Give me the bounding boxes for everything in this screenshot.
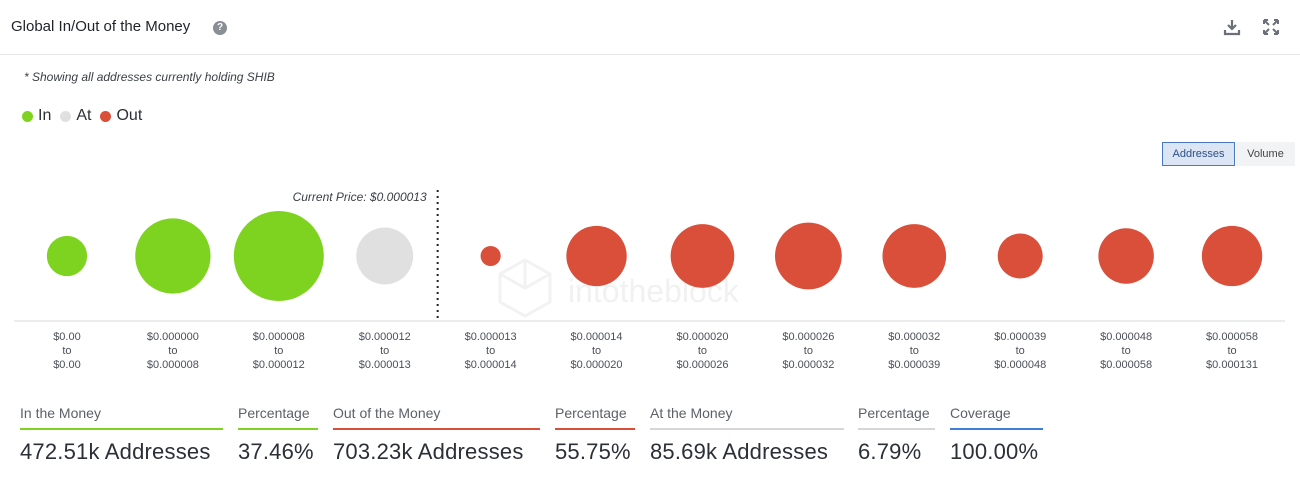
bubble-out <box>775 222 842 290</box>
download-icon[interactable] <box>1222 17 1242 37</box>
tick-label: $0.000048 <box>994 359 1046 371</box>
tick-label: $0.000032 <box>888 331 940 343</box>
tick-label: $0.000012 <box>253 359 305 371</box>
chart-legend: In At Out <box>22 107 151 125</box>
bubble-out <box>997 233 1043 279</box>
tick-label: $0.00 <box>53 331 81 343</box>
addresses-toggle-button[interactable]: Addresses <box>1162 142 1235 166</box>
tick-label: $0.000020 <box>571 359 623 371</box>
stat-value: 100.00% <box>950 439 1039 464</box>
tick-label: to <box>486 345 495 357</box>
bubble-out <box>1201 225 1263 287</box>
legend-label-out: Out <box>116 107 143 124</box>
stat-label: Coverage <box>950 405 1043 430</box>
tick-label: to <box>1122 345 1131 357</box>
stat-label: Percentage <box>238 405 318 430</box>
tick-label: $0.000039 <box>888 359 940 371</box>
holding-note: * Showing all addresses currently holdin… <box>24 70 275 84</box>
stat-coverage: Coverage 100.00% <box>950 405 1043 465</box>
bubble-out <box>480 245 501 267</box>
tick-label: $0.000131 <box>1206 359 1258 371</box>
tick-label: $0.000014 <box>465 359 517 371</box>
stat-value: 703.23k Addresses <box>333 439 524 464</box>
stat-at-the-money: At the Money 85.69k Addresses <box>650 405 844 465</box>
tick-label: $0.000014 <box>571 331 623 343</box>
stat-out-of-the-money: Out of the Money 703.23k Addresses <box>333 405 540 465</box>
tick-label: $0.000012 <box>359 331 411 343</box>
tick-label: to <box>804 345 813 357</box>
stat-label: Percentage <box>555 405 635 430</box>
bubble-at <box>356 227 414 285</box>
stat-value: 37.46% <box>238 439 314 464</box>
current-price-label: Current Price: $0.000013 <box>293 190 427 204</box>
volume-toggle-button[interactable]: Volume <box>1236 142 1295 166</box>
tick-label: $0.00 <box>53 359 81 371</box>
tick-label: $0.000026 <box>676 359 728 371</box>
tick-label: to <box>698 345 707 357</box>
stat-label: In the Money <box>20 405 223 430</box>
tick-label: to <box>168 345 177 357</box>
panel-title: Global In/Out of the Money <box>11 18 191 35</box>
stat-value: 85.69k Addresses <box>650 439 829 464</box>
tick-label: $0.000013 <box>359 359 411 371</box>
stat-out-percentage: Percentage 55.75% <box>555 405 635 465</box>
tick-label: to <box>62 345 71 357</box>
tick-label: $0.000058 <box>1206 331 1258 343</box>
bubble-in <box>233 211 324 301</box>
legend-item-in[interactable]: In <box>22 107 51 125</box>
stat-label: Percentage <box>858 405 935 430</box>
bubble-out <box>670 224 735 288</box>
stat-value: 472.51k Addresses <box>20 439 211 464</box>
tick-label: to <box>910 345 919 357</box>
panel-header: Global In/Out of the Money ? <box>0 0 1300 55</box>
legend-item-out[interactable]: Out <box>100 107 142 125</box>
bubble-out <box>566 225 627 287</box>
legend-item-at[interactable]: At <box>60 107 91 125</box>
tick-label: $0.000032 <box>782 359 834 371</box>
stat-value: 55.75% <box>555 439 631 464</box>
tick-label: to <box>274 345 283 357</box>
bubble-out <box>882 224 947 288</box>
tick-label: $0.000008 <box>147 359 199 371</box>
bubble-in <box>46 235 88 277</box>
tick-label: to <box>1016 345 1025 357</box>
tick-label: $0.000048 <box>1100 331 1152 343</box>
tick-label: $0.000026 <box>782 331 834 343</box>
tick-label: $0.000013 <box>465 331 517 343</box>
tick-label: to <box>1227 345 1236 357</box>
legend-dot-in <box>22 110 33 122</box>
tick-label: $0.000039 <box>994 331 1046 343</box>
legend-label-at: At <box>76 107 92 124</box>
stat-in-the-money: In the Money 472.51k Addresses <box>20 405 223 465</box>
bubble-out <box>1098 228 1154 284</box>
tick-label: $0.000020 <box>676 331 728 343</box>
expand-icon[interactable] <box>1261 17 1281 37</box>
legend-dot-at <box>60 110 72 122</box>
stat-label: Out of the Money <box>333 405 540 430</box>
tick-label: $0.000000 <box>147 331 199 343</box>
tick-label: to <box>592 345 601 357</box>
bubble-in <box>135 218 211 294</box>
watermark-logo <box>498 258 552 318</box>
stat-value: 6.79% <box>858 439 922 464</box>
legend-label-in: In <box>38 107 52 124</box>
tick-label: $0.000008 <box>253 331 305 343</box>
stat-at-percentage: Percentage 6.79% <box>858 405 935 465</box>
tick-label: $0.000058 <box>1100 359 1152 371</box>
stat-label: At the Money <box>650 405 844 430</box>
legend-dot-out <box>100 110 112 122</box>
question-circle-icon[interactable]: ? <box>213 21 227 35</box>
tick-label: to <box>380 345 389 357</box>
stat-in-percentage: Percentage 37.46% <box>238 405 318 465</box>
